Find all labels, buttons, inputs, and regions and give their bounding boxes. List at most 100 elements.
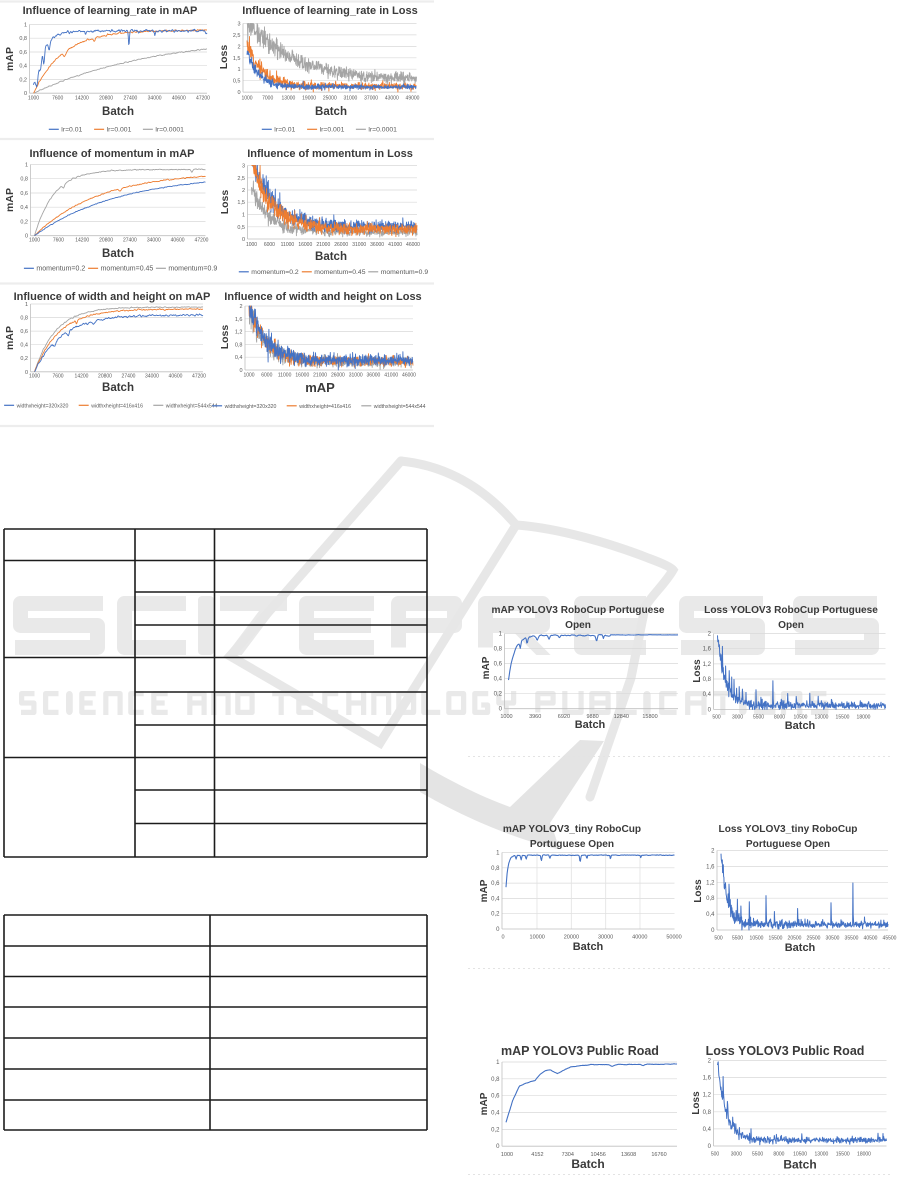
svg-text:5500: 5500: [753, 715, 764, 721]
svg-text:mAP YOLOV3_tiny RoboCup: mAP YOLOV3_tiny RoboCup: [503, 824, 641, 835]
svg-text:36000: 36000: [366, 373, 380, 379]
svg-text:0,8: 0,8: [20, 316, 28, 322]
svg-text:Batch: Batch: [785, 720, 816, 732]
svg-text:0,5: 0,5: [237, 225, 245, 231]
svg-text:0,2: 0,2: [491, 912, 500, 918]
svg-text:50000: 50000: [666, 935, 681, 941]
svg-text:mAP YOLOV3 RoboCup Portuguese: mAP YOLOV3 RoboCup Portuguese: [492, 605, 665, 616]
svg-text:13000: 13000: [814, 1152, 828, 1158]
svg-text:6000: 6000: [261, 373, 272, 379]
svg-text:0: 0: [24, 91, 27, 97]
svg-text:1: 1: [496, 1060, 500, 1066]
svg-text:0,8: 0,8: [494, 647, 503, 653]
svg-text:1,6: 1,6: [703, 647, 712, 653]
svg-text:0,6: 0,6: [20, 329, 28, 335]
svg-text:Loss: Loss: [218, 45, 230, 70]
svg-text:34000: 34000: [145, 374, 159, 380]
svg-text:0,8: 0,8: [703, 1110, 712, 1116]
svg-text:10500: 10500: [793, 1152, 807, 1158]
svg-text:15800: 15800: [642, 714, 657, 720]
svg-text:21000: 21000: [313, 373, 327, 379]
svg-text:lr=0.01: lr=0.01: [274, 127, 295, 134]
svg-text:31000: 31000: [343, 96, 357, 102]
svg-text:37000: 37000: [364, 96, 378, 102]
svg-text:34000: 34000: [148, 96, 162, 102]
svg-text:momentum=0.45: momentum=0.45: [101, 266, 154, 273]
svg-text:Batch: Batch: [785, 942, 816, 954]
svg-text:Loss: Loss: [219, 325, 231, 350]
svg-text:Portuguese Open: Portuguese Open: [746, 839, 830, 850]
svg-text:lr=0.0001: lr=0.0001: [155, 127, 184, 134]
svg-text:6920: 6920: [558, 714, 570, 720]
svg-text:26000: 26000: [331, 373, 345, 379]
svg-text:momentum=0.2: momentum=0.2: [36, 266, 85, 273]
svg-text:31000: 31000: [349, 373, 363, 379]
svg-text:2,5: 2,5: [237, 176, 245, 182]
svg-text:mAP: mAP: [4, 188, 16, 212]
svg-text:0: 0: [242, 237, 245, 243]
svg-text:0,8: 0,8: [491, 866, 500, 872]
svg-text:47200: 47200: [196, 96, 210, 102]
svg-text:0,8: 0,8: [235, 342, 243, 348]
svg-text:Open: Open: [778, 620, 804, 631]
svg-text:8000: 8000: [773, 1152, 784, 1158]
svg-text:25000: 25000: [323, 96, 337, 102]
svg-text:momentum=0.9: momentum=0.9: [168, 266, 217, 273]
svg-text:10500: 10500: [750, 936, 764, 942]
svg-text:0,4: 0,4: [494, 677, 503, 683]
svg-text:7304: 7304: [562, 1152, 574, 1158]
svg-text:14200: 14200: [75, 238, 89, 244]
svg-text:1: 1: [496, 851, 500, 857]
svg-text:1000: 1000: [243, 373, 254, 379]
svg-text:0: 0: [25, 370, 28, 376]
svg-text:20800: 20800: [99, 96, 113, 102]
svg-text:7600: 7600: [52, 96, 63, 102]
svg-text:1000: 1000: [29, 374, 40, 380]
svg-text:1,2: 1,2: [235, 330, 243, 336]
svg-text:40600: 40600: [169, 374, 183, 380]
svg-text:3960: 3960: [529, 714, 541, 720]
svg-text:45500: 45500: [883, 936, 897, 942]
svg-text:20800: 20800: [99, 238, 113, 244]
svg-text:500: 500: [711, 1152, 720, 1158]
svg-text:9880: 9880: [586, 714, 598, 720]
svg-text:40000: 40000: [632, 935, 647, 941]
svg-text:0,6: 0,6: [19, 50, 27, 56]
svg-text:0,6: 0,6: [494, 662, 503, 668]
svg-text:1000: 1000: [501, 1152, 513, 1158]
svg-text:widthxheight=416x416: widthxheight=416x416: [299, 404, 351, 410]
svg-text:0,2: 0,2: [20, 220, 28, 226]
svg-text:lr=0.001: lr=0.001: [107, 127, 132, 134]
svg-text:25500: 25500: [807, 936, 821, 942]
svg-text:0: 0: [496, 927, 500, 933]
svg-text:13000: 13000: [815, 715, 829, 721]
svg-text:40600: 40600: [172, 96, 186, 102]
svg-text:1: 1: [242, 213, 245, 219]
svg-text:Batch: Batch: [783, 1158, 816, 1172]
svg-text:0,6: 0,6: [491, 1094, 500, 1100]
svg-text:30000: 30000: [598, 935, 613, 941]
svg-text:20000: 20000: [564, 935, 579, 941]
svg-text:4152: 4152: [531, 1152, 543, 1158]
svg-text:0,2: 0,2: [494, 692, 503, 698]
svg-text:41000: 41000: [388, 242, 402, 248]
svg-text:5500: 5500: [732, 936, 743, 942]
svg-text:0,8: 0,8: [706, 896, 715, 902]
svg-text:0,8: 0,8: [20, 177, 28, 183]
svg-text:mAP YOLOV3 Public Road: mAP YOLOV3 Public Road: [501, 1044, 659, 1058]
svg-text:16760: 16760: [651, 1152, 666, 1158]
svg-text:1000: 1000: [241, 96, 252, 102]
svg-text:widthxheight=320x320: widthxheight=320x320: [225, 404, 277, 410]
svg-text:46000: 46000: [406, 242, 420, 248]
svg-text:0,6: 0,6: [20, 191, 28, 197]
svg-text:Batch: Batch: [575, 719, 606, 731]
svg-text:0: 0: [501, 935, 504, 941]
svg-text:0,4: 0,4: [491, 896, 500, 902]
svg-text:15500: 15500: [836, 715, 850, 721]
svg-text:31000: 31000: [352, 242, 366, 248]
svg-text:1000: 1000: [29, 238, 40, 244]
svg-text:widthxheight=544x544: widthxheight=544x544: [166, 404, 218, 410]
svg-text:Loss: Loss: [691, 1091, 702, 1115]
svg-text:Influence of learning_rate in: Influence of learning_rate in Loss: [242, 5, 417, 17]
svg-text:12840: 12840: [614, 714, 629, 720]
